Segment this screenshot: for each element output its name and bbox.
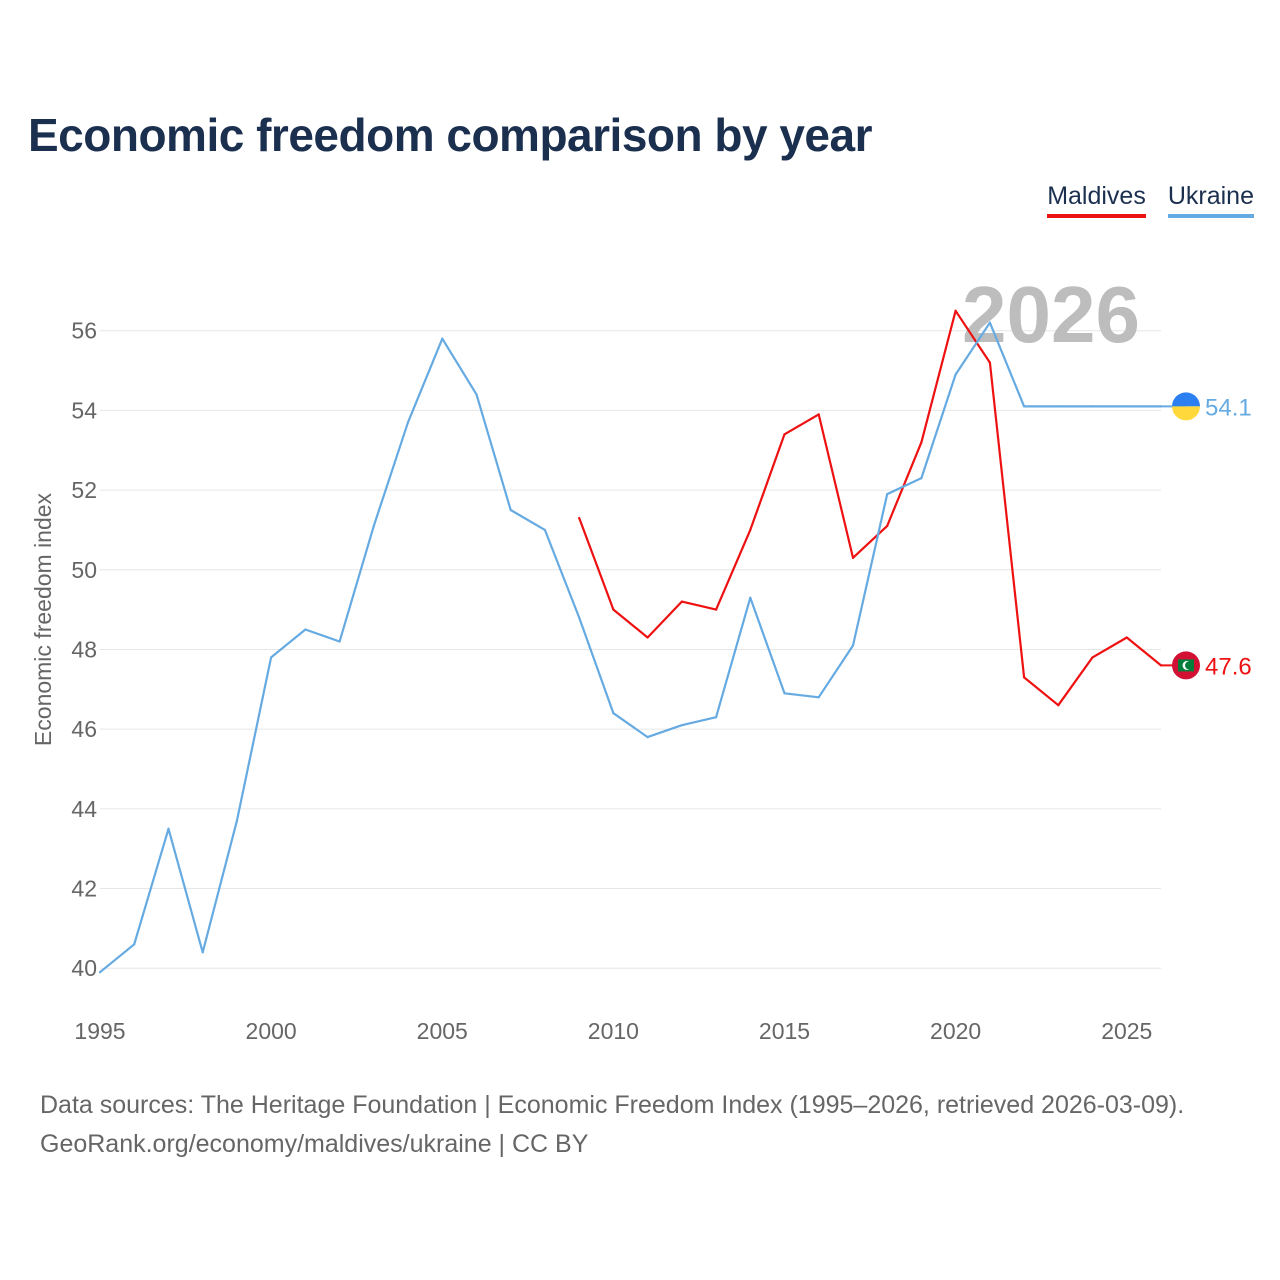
- data-point-ukraine-2022: [1022, 405, 1026, 408]
- data-point-ukraine-2008: [543, 528, 547, 532]
- data-point-maldives-2018: [886, 524, 889, 528]
- flag-maldives-crescent-inner: [1185, 661, 1193, 670]
- data-point-maldives-2021: [988, 361, 991, 364]
- data-point-ukraine-2020: [954, 373, 957, 376]
- data-point-maldives-2013: [714, 608, 718, 611]
- data-point-ukraine-2004: [406, 421, 410, 424]
- y-tick-label-42: 42: [71, 876, 97, 902]
- data-point-maldives-2010: [612, 608, 615, 611]
- data-point-ukraine-2000: [270, 656, 273, 659]
- data-point-maldives-2022: [1022, 676, 1026, 679]
- data-point-ukraine-2005: [441, 337, 444, 340]
- x-tick-label-2010: 2010: [588, 1018, 639, 1044]
- data-point-maldives-2017: [851, 556, 855, 559]
- series-line-ukraine: [99, 321, 1161, 974]
- data-point-ukraine-2021: [988, 321, 991, 324]
- flag-ukraine-top: [1172, 392, 1200, 407]
- x-tick-label-2005: 2005: [417, 1018, 468, 1044]
- data-point-ukraine-2012: [680, 724, 683, 727]
- data-point-ukraine-2011: [646, 736, 649, 739]
- flag-maldives-icon: [1172, 651, 1200, 680]
- year-watermark: 2026: [962, 270, 1140, 359]
- data-point-ukraine-1997: [167, 827, 170, 830]
- data-point-maldives-2025: [1125, 636, 1128, 639]
- data-source-note: Data sources: The Heritage Foundation | …: [40, 1086, 1184, 1164]
- data-point-ukraine-2001: [304, 628, 307, 631]
- source-line-1: Data sources: The Heritage Foundation | …: [40, 1091, 1185, 1119]
- data-point-maldives-2015: [783, 433, 786, 436]
- chart-title: Economic freedom comparison by year: [28, 109, 873, 161]
- end-label-maldives: 47.6: [1205, 653, 1252, 680]
- data-point-maldives-2011: [646, 636, 649, 639]
- data-point-ukraine-1995: [98, 971, 102, 974]
- data-point-ukraine-1996: [133, 943, 136, 946]
- legend-item-ukraine[interactable]: Ukraine: [1167, 182, 1254, 218]
- source-line-2: GeoRank.org/economy/maldives/ukraine | C…: [40, 1130, 589, 1158]
- data-point-ukraine-2024: [1091, 405, 1094, 408]
- data-point-maldives-2020: [954, 309, 957, 312]
- data-point-ukraine-1999: [235, 819, 239, 822]
- series-maldives: [578, 309, 1163, 707]
- series-ukraine: [98, 321, 1163, 974]
- data-point-ukraine-2015: [783, 692, 786, 695]
- data-point-ukraine-2014: [749, 596, 752, 599]
- x-tick-label-1995: 1995: [74, 1018, 125, 1044]
- data-point-maldives-2024: [1091, 656, 1094, 659]
- y-tick-label-52: 52: [71, 477, 97, 503]
- legend-item-maldives[interactable]: Maldives: [1047, 182, 1146, 218]
- x-tick-label-2020: 2020: [930, 1018, 981, 1044]
- legend: Maldives Ukraine: [1047, 182, 1254, 218]
- y-axis-label: Economic freedom index: [30, 492, 56, 746]
- data-point-ukraine-2003: [372, 524, 375, 528]
- data-point-ukraine-2018: [886, 492, 889, 496]
- data-point-maldives-2016: [817, 413, 820, 416]
- x-tick-label-2025: 2025: [1101, 1018, 1152, 1044]
- data-point-ukraine-1998: [201, 951, 204, 954]
- flag-ukraine-bottom: [1172, 406, 1200, 421]
- data-point-ukraine-2013: [714, 716, 718, 719]
- y-tick-label-54: 54: [71, 397, 97, 423]
- data-point-maldives-2019: [920, 441, 923, 444]
- data-point-ukraine-2007: [509, 508, 512, 512]
- y-tick-label-48: 48: [71, 636, 97, 662]
- y-tick-label-44: 44: [71, 796, 97, 822]
- series-line-maldives: [578, 309, 1162, 707]
- end-label-ukraine: 54.1: [1205, 394, 1252, 421]
- y-tick-label-56: 56: [71, 318, 97, 344]
- data-point-maldives-2023: [1057, 704, 1060, 707]
- data-point-maldives-2012: [680, 600, 683, 603]
- y-tick-label-40: 40: [71, 955, 97, 981]
- y-tick-label-46: 46: [71, 716, 97, 742]
- data-point-ukraine-2017: [851, 644, 855, 647]
- data-point-ukraine-2019: [920, 477, 923, 480]
- data-point-ukraine-2010: [612, 712, 615, 715]
- data-point-maldives-2009: [578, 516, 581, 520]
- data-point-ukraine-2002: [338, 640, 341, 643]
- data-point-ukraine-2023: [1057, 405, 1060, 408]
- data-point-ukraine-2025: [1125, 405, 1128, 408]
- flag-ukraine-icon: [1172, 392, 1200, 421]
- y-tick-label-50: 50: [71, 557, 97, 583]
- data-point-maldives-2014: [749, 528, 752, 532]
- data-point-ukraine-2016: [817, 696, 820, 699]
- x-tick-label-2000: 2000: [246, 1018, 297, 1044]
- x-tick-label-2015: 2015: [759, 1018, 810, 1044]
- data-point-ukraine-2009: [578, 616, 581, 619]
- data-point-ukraine-2006: [475, 393, 478, 396]
